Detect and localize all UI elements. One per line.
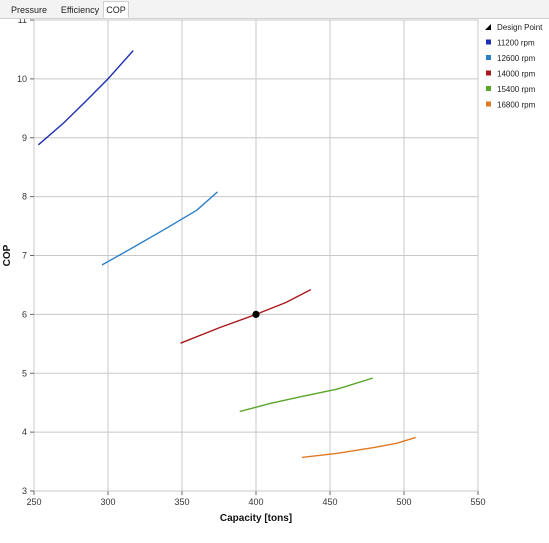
y-tick-label: 9 [22,133,27,143]
x-tick-label: 450 [322,497,337,507]
y-tick-label: 3 [22,486,27,496]
tab-bar: Pressure Ratio Efficiency COP [0,0,549,32]
chart-area: 250 300 350 400 450 500 550 3 4 5 6 7 8 9 10 11 Capacity… [0,15,549,538]
y-tick-label: 10 [17,74,27,84]
legend-swatch [486,86,491,91]
y-axis-label: COP [2,244,13,266]
legend-label: 16800 rpm [497,101,536,110]
y-tick-label: 6 [22,309,27,319]
legend-swatch [486,55,491,60]
legend-swatch [486,70,491,76]
tab-pressure-ratio[interactable]: Pressure Ratio [10,5,47,32]
legend-design-point-icon [485,24,491,30]
y-tick-label: 11 [18,19,27,25]
legend-label: 14000 rpm [497,70,536,79]
x-axis-label: Capacity [tons] [220,513,292,524]
legend-swatch [486,39,491,45]
legend-label: 15400 rpm [497,85,536,94]
series-line-11200-rpm [37,50,134,146]
x-tick-label: 250 [26,497,41,507]
cop-chart: 250 300 350 400 450 500 550 3 4 5 6 7 8 9 10 11 Capacity… [2,15,543,524]
legend-label: Design Point [497,23,543,32]
series-line-15400-rpm [239,377,374,413]
x-tick-label: 350 [174,497,189,507]
tab-efficiency[interactable]: Efficiency [60,5,100,15]
series-line-12600-rpm [101,191,218,266]
legend-label: 11200 rpm [497,39,535,48]
y-tick-label: 7 [22,251,27,261]
x-tick-label: 400 [248,497,263,507]
y-tick-label: 5 [22,368,27,378]
design-point-marker [252,310,260,318]
legend-label: 12600 rpm [497,54,536,63]
y-tick-label: 8 [22,192,27,202]
y-tick-label: 4 [22,427,27,437]
x-tick-label: 500 [396,497,411,507]
tab-cop[interactable]: COP [103,1,129,18]
legend-swatch [486,101,491,107]
series-line-16800-rpm [301,436,417,459]
x-tick-label: 550 [470,497,485,507]
x-tick-label: 300 [100,497,115,507]
